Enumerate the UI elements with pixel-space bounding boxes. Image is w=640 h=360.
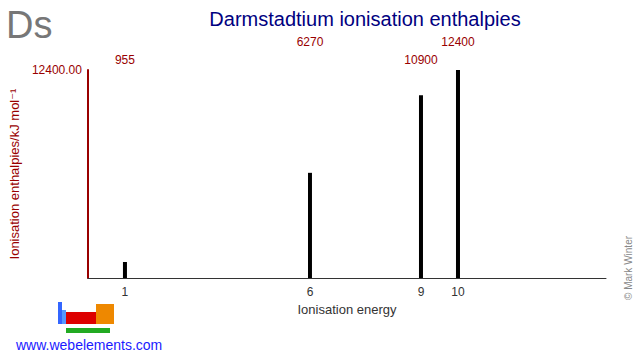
svg-text:Darmstadtium ionisation enthal: Darmstadtium ionisation enthalpies bbox=[209, 8, 520, 30]
svg-text:12400.00: 12400.00 bbox=[32, 63, 82, 77]
svg-text:10900: 10900 bbox=[404, 53, 438, 67]
svg-text:10: 10 bbox=[451, 285, 465, 299]
svg-text:6: 6 bbox=[307, 285, 314, 299]
svg-text:Ds: Ds bbox=[6, 4, 52, 46]
svg-text:Ionisation energy: Ionisation energy bbox=[297, 302, 397, 317]
svg-text:955: 955 bbox=[115, 53, 135, 67]
svg-text:12400: 12400 bbox=[441, 35, 475, 49]
svg-text:Ionisation enthalpies/kJ mol⁻¹: Ionisation enthalpies/kJ mol⁻¹ bbox=[7, 88, 22, 260]
svg-text:9: 9 bbox=[418, 285, 425, 299]
svg-text:1: 1 bbox=[122, 285, 129, 299]
svg-text:6270: 6270 bbox=[297, 35, 324, 49]
svg-text:www.webelements.com: www.webelements.com bbox=[15, 337, 162, 353]
svg-text:© Mark Winter: © Mark Winter bbox=[623, 235, 634, 300]
